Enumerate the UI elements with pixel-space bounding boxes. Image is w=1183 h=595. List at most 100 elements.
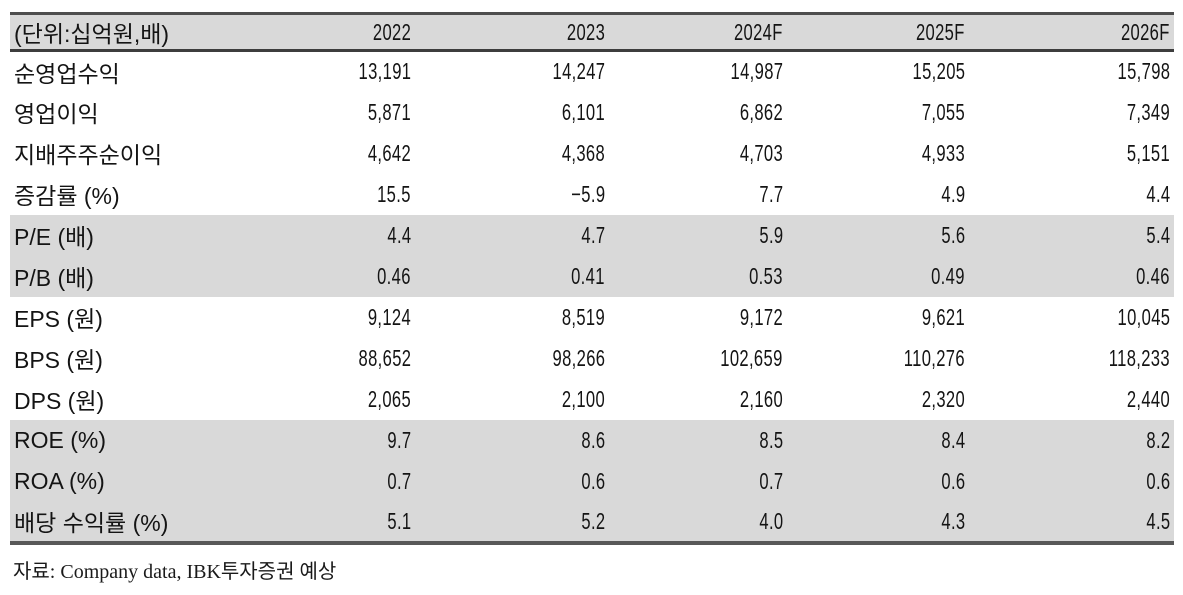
row-label-text: 순영업수익 (14, 60, 120, 87)
cell-value: 5.2 (415, 501, 609, 543)
cell-value: 5.9 (609, 214, 787, 256)
cell-value-text: 8.2 (1145, 426, 1170, 453)
table-row: EPS (원) 9,124 8,519 9,172 9,621 10,045 (10, 297, 1174, 338)
year-column-header: 2024F (609, 13, 787, 52)
cell-value-text: 2,160 (739, 385, 783, 412)
cell-value: 9.7 (282, 419, 415, 461)
cell-value: 0.7 (282, 460, 415, 502)
cell-value-text: 7.7 (758, 180, 783, 207)
cell-value: 8,519 (415, 297, 609, 338)
row-label: ROA (%) (10, 460, 282, 502)
cell-value-text: 0.7 (758, 467, 783, 494)
row-label: P/E (배) (10, 214, 282, 256)
row-label: 배당 수익률 (%) (10, 501, 282, 543)
cell-value-text: 0.46 (377, 262, 411, 289)
cell-value-text: 9,172 (739, 303, 783, 330)
cell-value-text: 0.6 (580, 467, 605, 494)
year-column-header: 2026F (969, 13, 1174, 52)
cell-value: 14,247 (415, 51, 609, 92)
cell-value-text: 4.9 (940, 180, 965, 207)
year-column-header-text: 2024F (734, 18, 783, 45)
cell-value-text: 8.5 (758, 426, 783, 453)
cell-value-text: 2,065 (367, 385, 411, 412)
cell-value: 15.5 (282, 174, 415, 215)
table-row: ROE (%) 9.7 8.6 8.5 8.4 8.2 (10, 419, 1174, 461)
cell-value: 0.46 (969, 255, 1174, 297)
cell-value: 2,100 (415, 379, 609, 420)
cell-value-text: 6,862 (739, 98, 783, 125)
row-label-text: DPS (원) (14, 388, 105, 414)
cell-value-text: 7,349 (1126, 98, 1170, 125)
cell-value-text: 4,703 (739, 139, 783, 166)
cell-value: 13,191 (282, 51, 415, 92)
cell-value: 6,862 (609, 92, 787, 133)
cell-value-text: 7,055 (921, 98, 965, 125)
table-body: 순영업수익 13,191 14,247 14,987 15,205 15,798 영업이익 5… (10, 51, 1174, 543)
row-label: EPS (원) (10, 297, 282, 338)
table-row: 지배주주순이익 4,642 4,368 4,703 4,933 5,151 (10, 133, 1174, 174)
year-column-header-text: 2022 (372, 18, 411, 45)
cell-value-text: 4.3 (940, 507, 965, 534)
cell-value: 0.41 (415, 255, 609, 297)
cell-value-text: 9.7 (386, 426, 411, 453)
cell-value: 8.2 (969, 419, 1174, 461)
cell-value: 2,160 (609, 379, 787, 420)
row-label-text: P/E (배) (14, 224, 94, 250)
cell-value-text: 4,642 (367, 139, 411, 166)
cell-value: 7,055 (787, 92, 969, 133)
row-label: BPS (원) (10, 338, 282, 379)
cell-value-text: 8,519 (561, 303, 605, 330)
cell-value: 2,440 (969, 379, 1174, 420)
cell-value: 98,266 (415, 338, 609, 379)
cell-value-text: 9,621 (921, 303, 965, 330)
cell-value: 4,703 (609, 133, 787, 174)
table-row: 배당 수익률 (%) 5.1 5.2 4.0 4.3 4.5 (10, 501, 1174, 543)
row-label-text: 지배주주순이익 (14, 142, 163, 168)
cell-value-text: 4.7 (580, 221, 605, 248)
table-row: 증감률 (%) 15.5 −5.9 7.7 4.9 4.4 (10, 174, 1174, 215)
cell-value-text: 5.9 (758, 221, 783, 248)
cell-value-text: 9,124 (367, 303, 411, 330)
cell-value-text: 4.4 (1145, 180, 1170, 207)
cell-value: 4.5 (969, 501, 1174, 543)
unit-label-header: (단위:십억원,배) (10, 13, 282, 52)
cell-value: 6,101 (415, 92, 609, 133)
row-label-text: 증감률 (%) (14, 183, 120, 209)
table-row: 순영업수익 13,191 14,247 14,987 15,205 15,798 (10, 51, 1174, 92)
cell-value-text: 0.6 (1145, 467, 1170, 494)
row-label: 지배주주순이익 (10, 133, 282, 174)
cell-value: 0.6 (787, 460, 969, 502)
row-label: 순영업수익 (10, 51, 282, 92)
cell-value-text: 110,276 (903, 344, 965, 371)
table-row: P/B (배) 0.46 0.41 0.53 0.49 0.46 (10, 255, 1174, 297)
year-column-header: 2025F (787, 13, 969, 52)
cell-value-text: 0.46 (1136, 262, 1170, 289)
row-label-text: BPS (원) (14, 347, 103, 373)
cell-value: 4.0 (609, 501, 787, 543)
cell-value: 0.53 (609, 255, 787, 297)
cell-value-text: 10,045 (1117, 303, 1170, 330)
cell-value-text: 13,191 (358, 58, 411, 85)
cell-value: 14,987 (609, 51, 787, 92)
year-column-header-text: 2025F (916, 18, 965, 45)
cell-value: 9,172 (609, 297, 787, 338)
row-label: DPS (원) (10, 379, 282, 420)
cell-value: 4,933 (787, 133, 969, 174)
cell-value-text: 14,987 (730, 58, 783, 85)
cell-value-text: 5.4 (1145, 221, 1170, 248)
cell-value-text: 5,151 (1126, 139, 1170, 166)
cell-value: 10,045 (969, 297, 1174, 338)
cell-value: 88,652 (282, 338, 415, 379)
row-label-text: ROE (%) (14, 426, 106, 453)
cell-value-text: 0.6 (940, 467, 965, 494)
cell-value: 0.7 (609, 460, 787, 502)
year-column-header: 2022 (282, 13, 415, 52)
cell-value-text: 102,659 (720, 344, 783, 371)
cell-value: 4,368 (415, 133, 609, 174)
cell-value-text: 98,266 (552, 344, 605, 371)
cell-value: 4.3 (787, 501, 969, 543)
financial-summary-table: (단위:십억원,배) 2022 2023 2024F 2025F 2026F 순영업수익 1… (10, 12, 1174, 545)
cell-value: 110,276 (787, 338, 969, 379)
cell-value-text: 0.41 (571, 262, 605, 289)
row-label: 증감률 (%) (10, 174, 282, 215)
